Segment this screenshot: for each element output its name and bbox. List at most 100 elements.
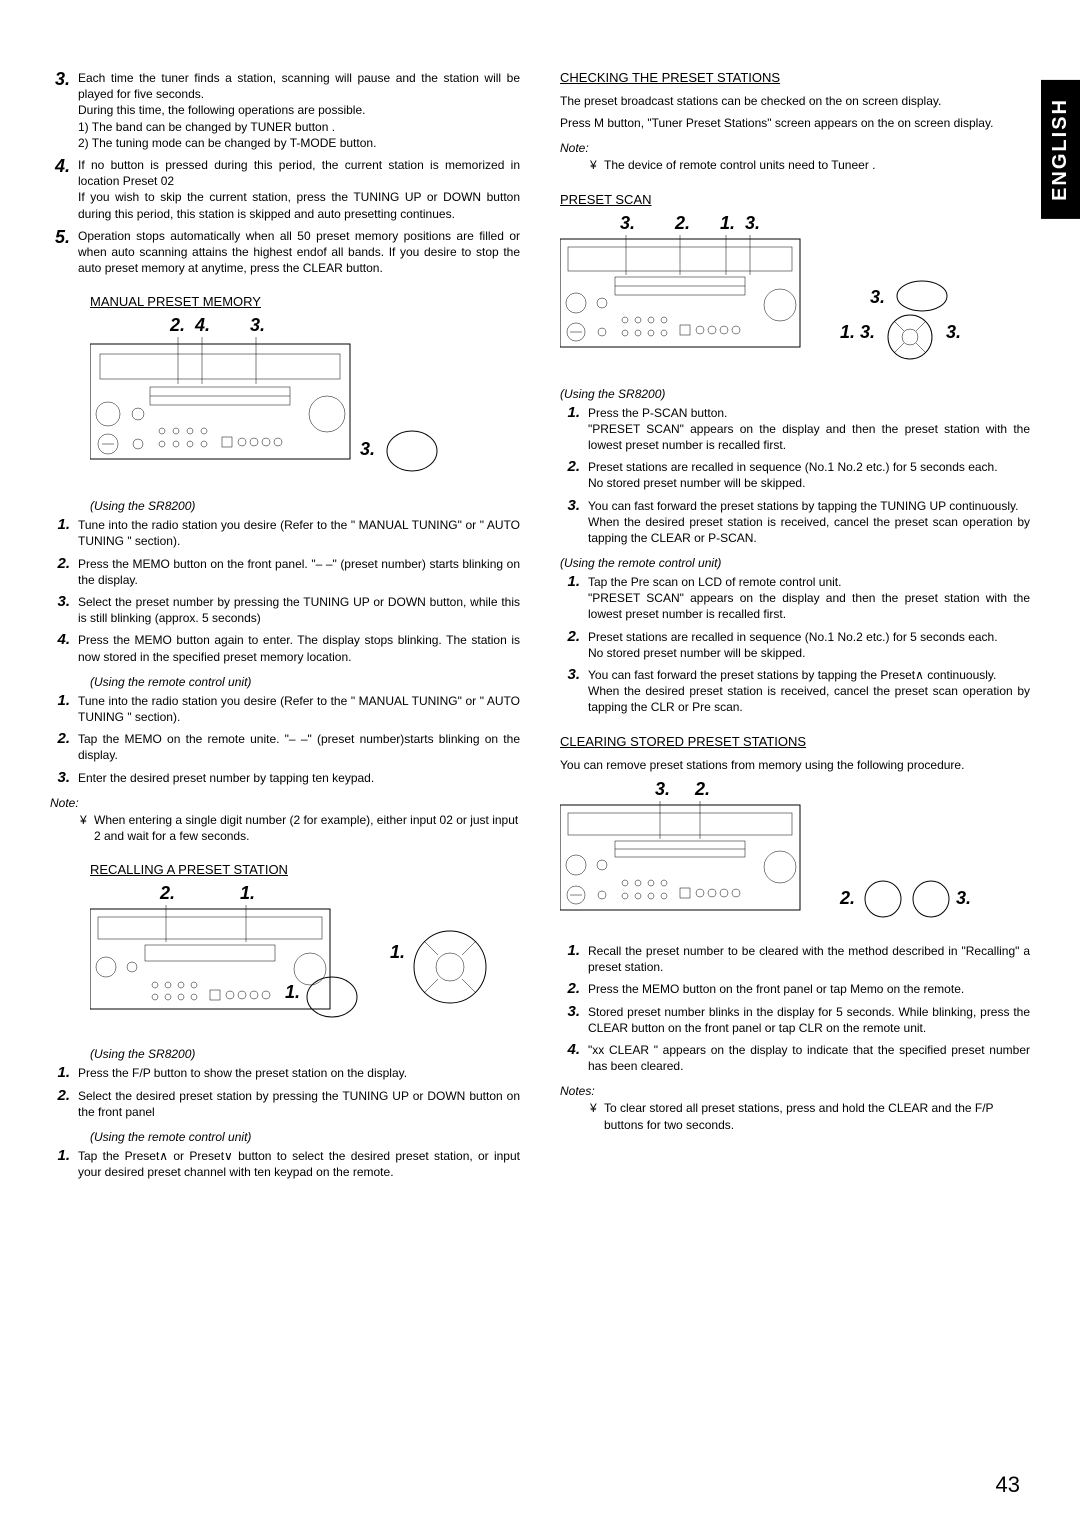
note-text: To clear stored all preset stations, pre… xyxy=(604,1100,1030,1132)
list-text: Tune into the radio station you desire (… xyxy=(78,517,520,549)
callout-label: 3. xyxy=(946,322,961,343)
list-num: 3. xyxy=(560,1004,588,1036)
right-column: CHECKING THE PRESET STATIONS The preset … xyxy=(560,70,1030,1187)
list-num: 3. xyxy=(50,594,78,626)
remote-lcd-icon xyxy=(305,975,360,1020)
using-remote-label: (Using the remote control unit) xyxy=(90,675,520,689)
callout-label: 3. xyxy=(620,213,635,234)
remote-lcd-icon xyxy=(895,279,950,314)
callout-label: 3. xyxy=(860,322,875,343)
list-num: 1. xyxy=(50,517,78,549)
notes-label: Notes: xyxy=(560,1084,1030,1098)
manual-preset-diagram: 2. 4. 3. xyxy=(90,319,520,489)
page-number: 43 xyxy=(996,1472,1020,1498)
remote-dpad-icon xyxy=(410,927,490,1007)
left-column: 3.Each time the tuner finds a station, s… xyxy=(50,70,520,1187)
list-text: Press the MEMO button on the front panel… xyxy=(78,556,520,588)
list-num: 1. xyxy=(50,693,78,725)
list-num: 4. xyxy=(50,157,78,222)
callout-label: 3. xyxy=(745,213,760,234)
list-text: Select the desired preset station by pre… xyxy=(78,1088,520,1120)
list-text: Preset stations are recalled in sequence… xyxy=(588,629,1030,661)
list-text: Tune into the radio station you desire (… xyxy=(78,693,520,725)
list-text: Tap the Preset∧ or Preset∨ button to sel… xyxy=(78,1148,520,1180)
preset-scan-header: PRESET SCAN xyxy=(560,192,1030,207)
callout-label: 2. xyxy=(160,883,175,904)
body-text: The preset broadcast stations can be che… xyxy=(560,93,1030,109)
manual-preset-header: MANUAL PRESET MEMORY xyxy=(90,294,520,309)
list-num: 3. xyxy=(50,770,78,787)
callout-label: 1. xyxy=(390,942,405,963)
recall-diagram: 2. 1. 1. 1. xyxy=(90,887,520,1037)
list-num: 4. xyxy=(560,1042,588,1074)
list-text: Press the MEMO button on the front panel… xyxy=(588,981,1030,998)
callout-label: 3. xyxy=(655,779,670,800)
list-num: 1. xyxy=(560,943,588,975)
receiver-front-icon xyxy=(560,783,820,918)
preset-scan-diagram: 3. 2. 1. 3. xyxy=(560,217,1030,377)
remote-lcd-icon xyxy=(385,429,440,474)
remote-button-icon xyxy=(862,878,904,920)
receiver-front-icon xyxy=(90,319,370,469)
bullet-icon: ¥ xyxy=(590,1100,604,1132)
note-label: Note: xyxy=(50,796,520,810)
bullet-icon: ¥ xyxy=(590,157,604,173)
list-num: 3. xyxy=(50,70,78,151)
list-num: 2. xyxy=(50,1088,78,1120)
list-num: 2. xyxy=(50,556,78,588)
list-num: 5. xyxy=(50,228,78,277)
list-text: You can fast forward the preset stations… xyxy=(588,498,1030,547)
note-text: When entering a single digit number (2 f… xyxy=(94,812,520,844)
clearing-header: CLEARING STORED PRESET STATIONS xyxy=(560,734,1030,749)
list-text: Press the MEMO button again to enter. Th… xyxy=(78,632,520,664)
callout-label: 3. xyxy=(250,315,265,336)
list-num: 2. xyxy=(50,731,78,763)
remote-button-icon xyxy=(910,878,952,920)
list-text: "xx CLEAR " appears on the display to in… xyxy=(588,1042,1030,1074)
using-remote-label: (Using the remote control unit) xyxy=(560,556,1030,570)
note-text: The device of remote control units need … xyxy=(604,157,876,173)
list-text: Recall the preset number to be cleared w… xyxy=(588,943,1030,975)
callout-label: 1. xyxy=(285,982,300,1003)
list-text: Select the preset number by pressing the… xyxy=(78,594,520,626)
callout-label: 3. xyxy=(360,439,375,460)
list-text: If no button is pressed during this peri… xyxy=(78,157,520,222)
list-text: You can fast forward the preset stations… xyxy=(588,667,1030,716)
checking-header: CHECKING THE PRESET STATIONS xyxy=(560,70,1030,85)
list-text: Tap the MEMO on the remote unite. "– –" … xyxy=(78,731,520,763)
list-text: Enter the desired preset number by tappi… xyxy=(78,770,520,787)
list-num: 1. xyxy=(560,574,588,623)
body-text: Press M button, "Tuner Preset Stations" … xyxy=(560,115,1030,131)
list-num: 3. xyxy=(560,498,588,547)
list-num: 1. xyxy=(50,1148,78,1180)
callout-label: 3. xyxy=(956,888,971,909)
list-num: 2. xyxy=(560,629,588,661)
list-num: 3. xyxy=(560,667,588,716)
callout-label: 1. xyxy=(840,322,855,343)
remote-dpad-icon xyxy=(880,312,940,362)
callout-label: 2. xyxy=(170,315,185,336)
callout-label: 3. xyxy=(870,287,885,308)
callout-label: 4. xyxy=(195,315,210,336)
list-text: Preset stations are recalled in sequence… xyxy=(588,459,1030,491)
language-tab: ENGLISH xyxy=(1041,80,1080,219)
using-sr8200-label: (Using the SR8200) xyxy=(560,387,1030,401)
list-text: Stored preset number blinks in the displ… xyxy=(588,1004,1030,1036)
list-text: Operation stops automatically when all 5… xyxy=(78,228,520,277)
bullet-icon: ¥ xyxy=(80,812,94,844)
list-num: 2. xyxy=(560,459,588,491)
using-sr8200-label: (Using the SR8200) xyxy=(90,499,520,513)
body-text: You can remove preset stations from memo… xyxy=(560,757,1030,773)
recall-header: RECALLING A PRESET STATION xyxy=(90,862,520,877)
using-remote-label: (Using the remote control unit) xyxy=(90,1130,520,1144)
note-label: Note: xyxy=(560,141,1030,155)
list-text: Each time the tuner finds a station, sca… xyxy=(78,70,520,151)
callout-label: 2. xyxy=(695,779,710,800)
list-text: Press the P-SCAN button. "PRESET SCAN" a… xyxy=(588,405,1030,454)
callout-label: 1. xyxy=(720,213,735,234)
list-text: Tap the Pre scan on LCD of remote contro… xyxy=(588,574,1030,623)
callout-label: 2. xyxy=(675,213,690,234)
using-sr8200-label: (Using the SR8200) xyxy=(90,1047,520,1061)
list-num: 2. xyxy=(560,981,588,998)
list-num: 1. xyxy=(50,1065,78,1082)
